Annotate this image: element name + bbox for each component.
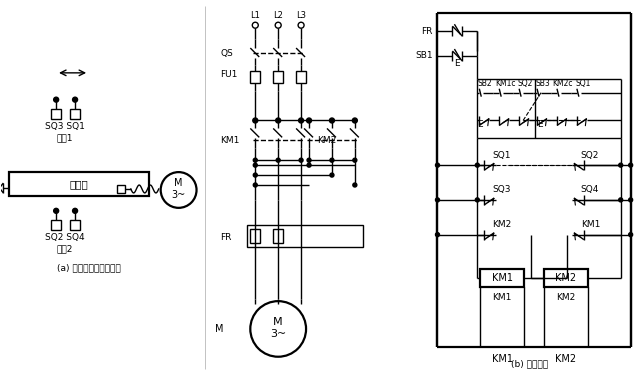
Text: QS: QS [220, 49, 233, 58]
Text: E: E [477, 120, 483, 129]
Text: 工作台: 工作台 [70, 179, 88, 189]
Text: L1: L1 [250, 11, 260, 20]
Text: M: M [216, 324, 224, 334]
Circle shape [298, 22, 304, 28]
Circle shape [307, 118, 312, 123]
Text: M
3~: M 3~ [270, 317, 286, 339]
Text: KM1: KM1 [492, 273, 513, 283]
Bar [480, 269, 524, 287]
Circle shape [54, 208, 59, 213]
Text: KM2: KM2 [556, 354, 577, 364]
Circle shape [330, 158, 334, 162]
Circle shape [628, 163, 632, 167]
Bar [247, 225, 363, 246]
Text: L3: L3 [296, 11, 306, 20]
Circle shape [628, 233, 632, 237]
Text: KM1: KM1 [493, 293, 512, 302]
Circle shape [330, 118, 335, 123]
Bar [273, 229, 283, 243]
Text: KM2: KM2 [556, 273, 577, 283]
Circle shape [252, 22, 259, 28]
Text: SQ2: SQ2 [581, 151, 599, 160]
Circle shape [353, 183, 357, 187]
Text: 位置1: 位置1 [57, 133, 74, 142]
Text: (a) 工作自动循环示意图: (a) 工作自动循环示意图 [57, 263, 121, 272]
Bar [117, 185, 125, 193]
Text: L2: L2 [273, 11, 283, 20]
Text: KM2: KM2 [556, 293, 575, 302]
Text: KM1c: KM1c [495, 79, 515, 88]
Bar [51, 220, 61, 230]
Circle shape [435, 163, 440, 167]
Circle shape [72, 97, 77, 102]
Circle shape [161, 172, 196, 208]
Text: SQ2: SQ2 [517, 79, 532, 88]
Text: FR: FR [220, 233, 232, 242]
Bar [10, 172, 148, 196]
Text: SQ1: SQ1 [492, 151, 511, 160]
Text: KM1: KM1 [220, 136, 240, 145]
Bar [51, 108, 61, 119]
Text: E: E [537, 120, 543, 129]
Text: SB1: SB1 [415, 52, 433, 61]
Bar [273, 71, 283, 83]
Text: KM2: KM2 [317, 136, 336, 145]
Text: SQ3: SQ3 [492, 186, 511, 194]
Text: SB3: SB3 [536, 79, 550, 88]
Circle shape [276, 118, 281, 123]
Text: KM1: KM1 [492, 354, 513, 364]
Text: E: E [454, 59, 460, 68]
Bar [296, 71, 306, 83]
Circle shape [253, 173, 257, 177]
Text: 位置2: 位置2 [57, 244, 74, 253]
Circle shape [250, 301, 306, 357]
Circle shape [253, 118, 258, 123]
Circle shape [435, 198, 440, 202]
Circle shape [435, 233, 440, 237]
Circle shape [476, 198, 479, 202]
Text: SQ3 SQ1: SQ3 SQ1 [45, 122, 85, 131]
Circle shape [253, 163, 257, 167]
Circle shape [307, 158, 311, 162]
Circle shape [353, 118, 357, 123]
Circle shape [54, 97, 59, 102]
Circle shape [619, 198, 623, 202]
Circle shape [353, 158, 357, 162]
Bar [70, 108, 80, 119]
Circle shape [276, 158, 280, 162]
Text: (b) 控制线路: (b) 控制线路 [511, 359, 548, 368]
Text: SB2: SB2 [478, 79, 493, 88]
Circle shape [330, 173, 334, 177]
Circle shape [253, 183, 257, 187]
Text: SQ2 SQ4: SQ2 SQ4 [45, 233, 85, 242]
Text: KM2: KM2 [492, 220, 511, 229]
Circle shape [253, 158, 257, 162]
Bar [70, 220, 80, 230]
Circle shape [619, 163, 623, 167]
Text: FU1: FU1 [220, 70, 238, 79]
Text: SQ1: SQ1 [575, 79, 591, 88]
Circle shape [628, 198, 632, 202]
Bar [544, 269, 588, 287]
Text: FR: FR [421, 27, 433, 36]
Bar [250, 71, 260, 83]
Circle shape [72, 208, 77, 213]
Circle shape [299, 158, 303, 162]
Circle shape [275, 22, 281, 28]
Bar [250, 229, 260, 243]
Circle shape [299, 118, 303, 123]
Text: M
3~: M 3~ [172, 178, 186, 200]
Text: KM1: KM1 [581, 220, 600, 229]
Text: KM2c: KM2c [553, 79, 573, 88]
Circle shape [307, 163, 311, 167]
Text: SQ4: SQ4 [581, 186, 599, 194]
Circle shape [476, 163, 479, 167]
